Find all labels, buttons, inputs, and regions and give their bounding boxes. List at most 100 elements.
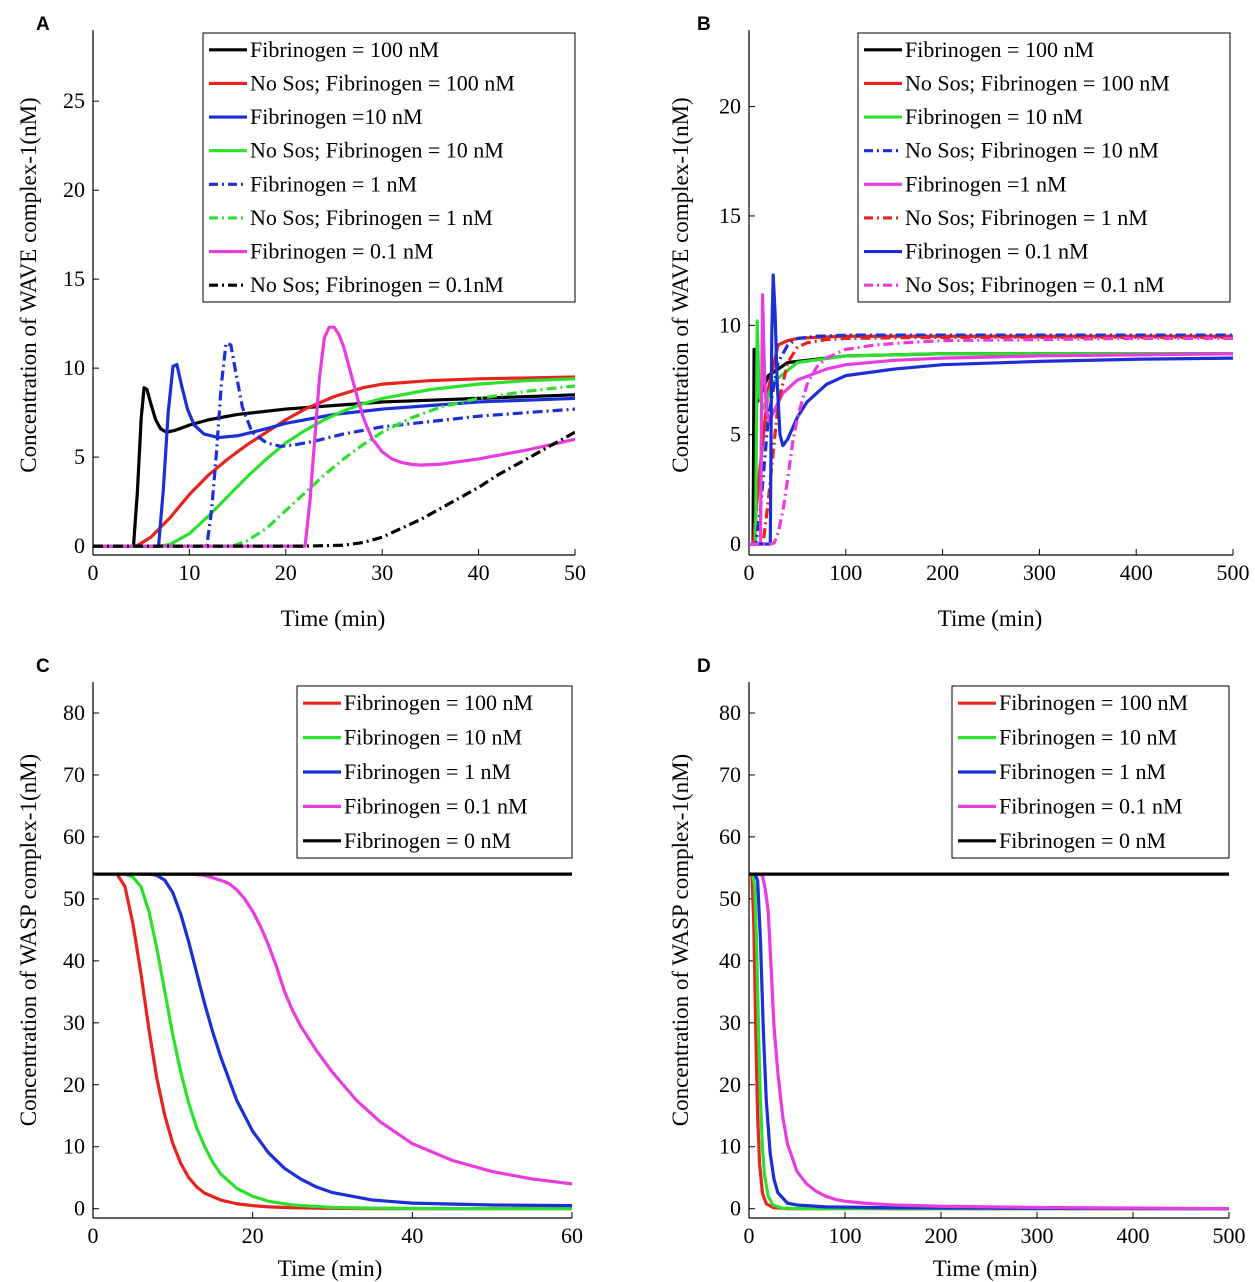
panel-letter-b: B — [697, 14, 711, 35]
series-line-6 — [93, 384, 575, 548]
y-tick-label: 30 — [63, 1010, 85, 1035]
series-line-1 — [93, 386, 575, 548]
x-tick-label: 300 — [1021, 1223, 1054, 1248]
series-line-3 — [753, 872, 1229, 1211]
series-line-4 — [749, 333, 1233, 546]
x-tick-label: 200 — [926, 560, 959, 585]
x-tick-label: 100 — [829, 1223, 862, 1248]
legend-label: Fibrinogen = 100 nM — [344, 690, 533, 715]
legend-label: Fibrinogen = 10 nM — [344, 725, 522, 750]
y-tick-label: 0 — [730, 531, 741, 556]
x-tick-label: 200 — [925, 1223, 958, 1248]
panel-letter-a: A — [36, 14, 50, 35]
y-tick-label: 70 — [63, 762, 85, 787]
panel-a-plot: 0 10 20 30 40 50 0 5 10 15 20 25 Fibrinogen = 100 nM… — [63, 30, 586, 585]
legend-label: Fibrinogen = 100 nM — [999, 690, 1188, 715]
y-tick-label: 0 — [730, 1196, 741, 1221]
x-tick-label: 60 — [561, 1223, 583, 1248]
legend-label: Fibrinogen =1 nM — [905, 171, 1067, 196]
x-tick-label: 0 — [744, 1223, 755, 1248]
x-tick-label: 40 — [401, 1223, 423, 1248]
series-line-2 — [749, 334, 1233, 546]
legend-box — [202, 32, 576, 303]
y-tick-label: 50 — [719, 886, 741, 911]
legend-label: Fibrinogen = 1 nM — [344, 759, 511, 784]
x-tick-label: 20 — [275, 560, 297, 585]
x-tick-label: 300 — [1023, 560, 1056, 585]
legend-label: No Sos; Fibrinogen = 1 nM — [905, 205, 1148, 230]
panel-a-y-axis-label: Concentration of WAVE complex-1(nM) — [16, 97, 41, 472]
panel-d-y-axis-label: Concentration of WASP complex-1(nM) — [668, 754, 693, 1126]
y-tick-label: 25 — [63, 88, 85, 113]
panel-b-y-axis-label: Concentration of WAVE complex-1(nM) — [668, 97, 693, 472]
legend-label: No Sos; Fibrinogen = 0.1 nM — [905, 272, 1164, 297]
legend-label: Fibrinogen = 100 nM — [250, 37, 439, 62]
series-line-3 — [139, 872, 572, 1208]
panel-d: D 0 100 200 300 400 500 0 10 20 30 40 50 60 70 80 Fibri… — [668, 656, 1246, 1281]
panel-c-y-axis-label: Concentration of WASP complex-1(nM) — [16, 754, 41, 1126]
x-tick-label: 500 — [1213, 1223, 1246, 1248]
legend-box — [951, 685, 1230, 859]
series-line-4 — [155, 872, 572, 1186]
series-line-4 — [93, 377, 575, 548]
x-tick-label: 100 — [829, 560, 862, 585]
y-tick-label: 40 — [63, 948, 85, 973]
panel-letter-c: C — [36, 656, 50, 677]
legend-label: Fibrinogen = 10 nM — [999, 725, 1177, 750]
series-line-7 — [749, 273, 1233, 546]
x-tick-label: 20 — [242, 1223, 264, 1248]
y-tick-label: 10 — [63, 355, 85, 380]
series-line-5 — [749, 293, 1233, 546]
series-line-8 — [93, 430, 575, 548]
x-tick-label: 0 — [88, 1223, 99, 1248]
legend-label: No Sos; Fibrinogen = 100 nM — [250, 70, 515, 95]
legend-box — [857, 32, 1231, 303]
legend-label: Fibrinogen = 1 nM — [999, 759, 1166, 784]
y-tick-label: 15 — [719, 203, 741, 228]
legend-label: Fibrinogen = 0.1 nM — [999, 793, 1183, 818]
legend-label: Fibrinogen =10 nM — [250, 104, 423, 129]
y-tick-label: 20 — [63, 1072, 85, 1097]
x-tick-label: 400 — [1120, 560, 1153, 585]
legend-label: No Sos; Fibrinogen = 100 nM — [905, 70, 1170, 95]
x-tick-label: 0 — [88, 560, 99, 585]
y-tick-label: 80 — [719, 700, 741, 725]
series-line-8 — [749, 336, 1233, 546]
legend-label: No Sos; Fibrinogen = 10 nM — [905, 138, 1159, 163]
series-line-4 — [755, 872, 1229, 1211]
y-tick-label: 50 — [63, 886, 85, 911]
legend-label: Fibrinogen = 0 nM — [344, 828, 511, 853]
legend-label: No Sos; Fibrinogen = 0.1nM — [250, 272, 504, 297]
x-tick-label: 40 — [468, 560, 490, 585]
y-tick-label: 15 — [63, 266, 85, 291]
panel-c-plot: 0 20 40 60 0 10 20 30 40 50 60 70 80 Fibrinogen = 100… — [63, 682, 583, 1248]
y-tick-label: 0 — [74, 533, 85, 558]
panel-b-plot: 0 100 200 300 400 500 0 5 10 15 20 Fibrinogen = 100… — [719, 30, 1250, 585]
y-tick-label: 5 — [74, 444, 85, 469]
legend-label: Fibrinogen = 100 nM — [905, 37, 1094, 62]
legend-label: No Sos; Fibrinogen = 1 nM — [250, 205, 493, 230]
x-tick-label: 400 — [1117, 1223, 1150, 1248]
y-tick-label: 20 — [63, 177, 85, 202]
y-tick-label: 0 — [74, 1196, 85, 1221]
y-tick-label: 80 — [63, 700, 85, 725]
panel-b-x-axis-label: Time (min) — [938, 606, 1043, 631]
y-tick-label: 10 — [63, 1134, 85, 1159]
panel-c: C 0 20 40 60 0 10 20 30 40 50 60 70 80 Fibrinogen = 1… — [16, 656, 583, 1281]
x-tick-label: 30 — [371, 560, 393, 585]
y-tick-label: 30 — [719, 1010, 741, 1035]
legend-label: No Sos; Fibrinogen = 10 nM — [250, 138, 504, 163]
panel-d-plot: 0 100 200 300 400 500 0 10 20 30 40 50 60 70 80 Fibrino… — [719, 682, 1246, 1248]
legend-label: Fibrinogen = 0.1 nM — [250, 239, 434, 264]
y-tick-label: 60 — [719, 824, 741, 849]
y-tick-label: 60 — [63, 824, 85, 849]
legend-label: Fibrinogen = 0.1 nM — [905, 239, 1089, 264]
legend-box — [296, 685, 573, 859]
series-line-5 — [93, 341, 575, 548]
panel-letter-d: D — [697, 656, 711, 677]
y-tick-label: 10 — [719, 312, 741, 337]
panel-d-x-axis-label: Time (min) — [933, 1256, 1038, 1281]
y-tick-label: 20 — [719, 94, 741, 119]
legend-label: Fibrinogen = 0 nM — [999, 828, 1166, 853]
